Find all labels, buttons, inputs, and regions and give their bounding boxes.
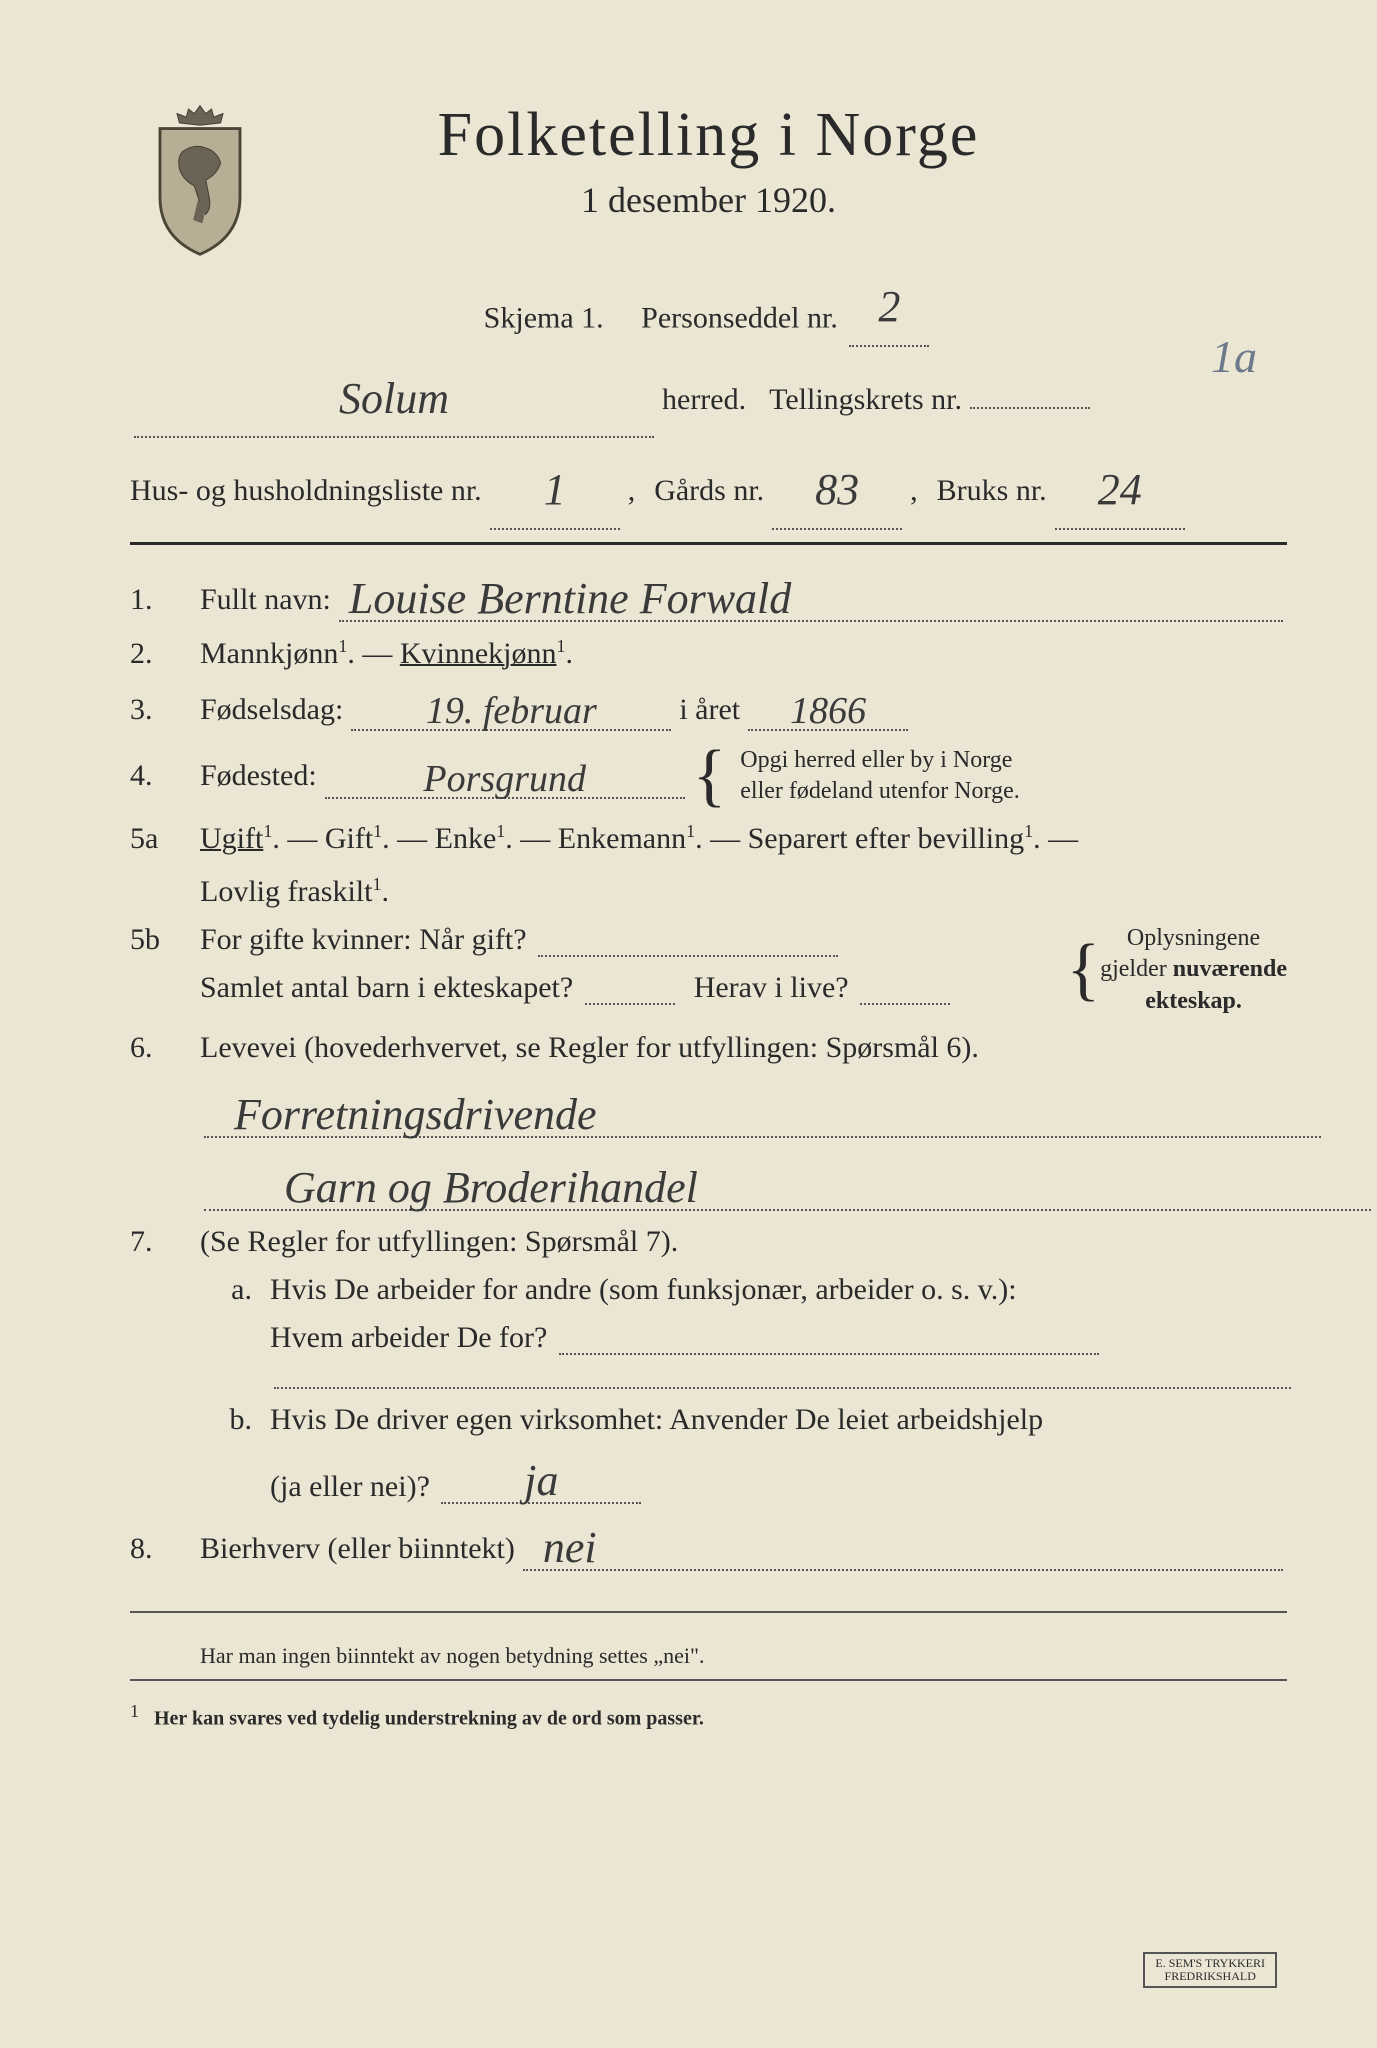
- q4-num: 4.: [130, 759, 200, 793]
- printer-stamp: E. SEM'S TRYKKERI FREDRIKSHALD: [1143, 1952, 1277, 1988]
- personseddel-nr: 2: [878, 282, 900, 331]
- q7a-line1: Hvis De arbeider for andre (som funksjon…: [270, 1273, 1017, 1306]
- q5b-line2b: Herav i live?: [694, 971, 849, 1004]
- brace-icon-2: {: [1067, 942, 1101, 998]
- q4-note: Opgi herred eller by i Norge eller fødel…: [740, 745, 1019, 807]
- tellingskrets-annotation: 1a: [1211, 330, 1257, 383]
- q3-mid: i året: [679, 693, 740, 727]
- q2-opt-m: Mannkjønn: [200, 637, 338, 670]
- coat-of-arms-icon: [140, 100, 260, 260]
- page-subtitle: 1 desember 1920.: [130, 179, 1287, 221]
- q8: 8. Bierhverv (eller biinntekt) nei: [130, 1518, 1287, 1571]
- header: Folketelling i Norge 1 desember 1920.: [130, 100, 1287, 221]
- hus-label: Hus- og husholdningsliste nr.: [130, 462, 482, 519]
- q6-value1: Forretningsdrivende: [234, 1090, 597, 1139]
- q5a-num: 5a: [130, 822, 200, 856]
- q7b-line2: (ja eller nei)?: [270, 1470, 430, 1503]
- q1-label: Fullt navn:: [200, 583, 331, 617]
- census-form-page: Folketelling i Norge 1 desember 1920. 1a…: [0, 0, 1377, 2048]
- divider-footnote: [130, 1679, 1287, 1681]
- brace-icon: {: [693, 748, 727, 804]
- q8-num: 8.: [130, 1532, 200, 1566]
- bruks-nr: 24: [1098, 465, 1142, 514]
- q5a-enke: Enke: [435, 822, 497, 855]
- footer-note: Har man ingen biinntekt av nogen betydni…: [200, 1643, 1287, 1669]
- q1-value: Louise Berntine Forwald: [349, 574, 791, 623]
- tellingskrets-label: Tellingskrets nr.: [769, 371, 962, 428]
- q4-value: Porsgrund: [423, 758, 586, 800]
- q5b-line2a: Samlet antal barn i ekteskapet?: [200, 971, 573, 1004]
- gards-nr: 83: [815, 465, 859, 514]
- q6-value2: Garn og Broderihandel: [284, 1163, 698, 1212]
- q3-day: 19. februar: [426, 690, 597, 732]
- q5a-ugift: Ugift: [200, 822, 263, 855]
- q7b-line1: Hvis De driver egen virksomhet: Anvender…: [270, 1403, 1043, 1436]
- q5b-num: 5b: [130, 923, 200, 957]
- q5b-line1: For gifte kvinner: Når gift?: [200, 923, 527, 956]
- q7b-label: b.: [200, 1403, 270, 1437]
- q1-num: 1.: [130, 583, 200, 617]
- skjema-label: Skjema 1.: [484, 302, 604, 335]
- skjema-line: Skjema 1. Personseddel nr. 2: [130, 261, 1287, 347]
- footnote: 1 Her kan svares ved tydelig understrekn…: [130, 1701, 1287, 1731]
- q6-label: Levevei (hovederhvervet, se Regler for u…: [200, 1031, 979, 1064]
- page-title: Folketelling i Norge: [130, 100, 1287, 171]
- herred-label: herred.: [662, 371, 746, 428]
- q7: 7. (Se Regler for utfyllingen: Spørsmål …: [130, 1225, 1287, 1259]
- q2-num: 2.: [130, 637, 200, 671]
- q5a: 5a Ugift1. — Gift1. — Enke1. — Enkemann1…: [130, 821, 1287, 909]
- q7-num: 7.: [130, 1225, 200, 1259]
- q8-label: Bierhverv (eller biinntekt): [200, 1532, 515, 1566]
- gards-label: Gårds nr.: [654, 462, 764, 519]
- hus-nr: 1: [544, 465, 566, 514]
- q3-label: Fødselsdag:: [200, 693, 343, 727]
- q7b: b. Hvis De driver egen virksomhet: Anven…: [130, 1403, 1287, 1504]
- q5b-note: Oplysningene gjelder nuværende ekteskap.: [1100, 923, 1287, 1017]
- q3: 3. Fødselsdag: 19. februar i året 1866: [130, 685, 1287, 731]
- q8-value: nei: [543, 1523, 597, 1572]
- hus-line: Hus- og husholdningsliste nr. 1, Gårds n…: [130, 444, 1287, 530]
- q7b-value: ja: [524, 1456, 558, 1505]
- bruks-label: Bruks nr.: [937, 462, 1047, 519]
- q3-num: 3.: [130, 693, 200, 727]
- q2-opt-k: Kvinnekjønn: [400, 637, 557, 670]
- q7a-line2: Hvem arbeider De for?: [270, 1321, 547, 1354]
- q5a-gift: Gift: [325, 822, 373, 855]
- q4-label: Fødested:: [200, 759, 317, 793]
- q4: 4. Fødested: Porsgrund { Opgi herred ell…: [130, 745, 1287, 807]
- herred-line: Solum herred. Tellingskrets nr.: [130, 353, 1287, 439]
- q5b: 5b { Oplysningene gjelder nuværende ekte…: [130, 923, 1287, 1017]
- q5a-separert: Separert efter bevilling: [748, 822, 1025, 855]
- herred-value: Solum: [339, 374, 449, 423]
- q2: 2. Mannkjønn1. — Kvinnekjønn1.: [130, 636, 1287, 671]
- q1: 1. Fullt navn: Louise Berntine Forwald: [130, 569, 1287, 622]
- divider-top: [130, 542, 1287, 545]
- q6: 6. Levevei (hovederhvervet, se Regler fo…: [130, 1031, 1287, 1211]
- q7a: a. Hvis De arbeider for andre (som funks…: [130, 1273, 1287, 1389]
- personseddel-label: Personseddel nr.: [641, 302, 838, 335]
- q5a-fraskilt: Lovlig fraskilt: [200, 875, 372, 908]
- q7a-label: a.: [200, 1273, 270, 1307]
- divider-footer: [130, 1611, 1287, 1613]
- q6-num: 6.: [130, 1031, 200, 1065]
- q3-year: 1866: [790, 690, 866, 732]
- q7-label: (Se Regler for utfyllingen: Spørsmål 7).: [200, 1225, 678, 1258]
- q5a-enkemann: Enkemann: [558, 822, 686, 855]
